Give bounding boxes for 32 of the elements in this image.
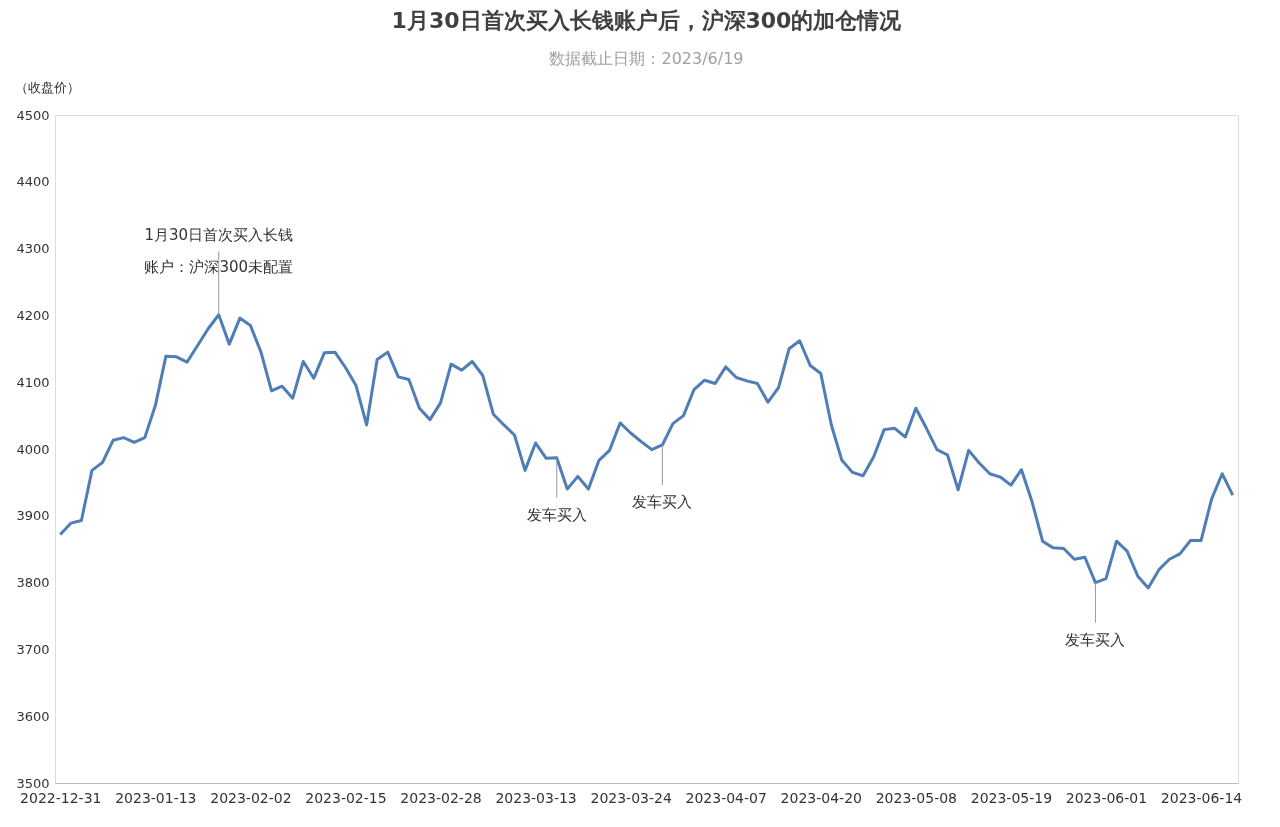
annotation: 发车买入: [1065, 630, 1126, 649]
x-tick-label: 2023-04-07: [685, 789, 767, 806]
x-tick-label: 2023-05-08: [875, 789, 958, 806]
y-tick-label: 3900: [16, 508, 50, 524]
x-tick-label: 2023-04-20: [780, 789, 862, 806]
y-tick-label: 3600: [16, 708, 50, 724]
annotation: 发车买入: [526, 505, 587, 524]
y-tick-label: 4100: [16, 374, 50, 390]
y-axis-title: （收盘价）: [15, 80, 80, 95]
y-tick-label: 3800: [16, 575, 50, 591]
x-tick-label: 2023-06-01: [1065, 789, 1148, 806]
annotation: 发车买入: [632, 493, 693, 512]
x-tick-label: 2023-02-02: [210, 789, 292, 806]
y-tick-label: 3700: [16, 641, 50, 657]
y-tick-label: 4400: [16, 174, 50, 190]
x-tick-label: 2023-06-14: [1160, 789, 1243, 806]
x-tick-label: 2022-12-31: [20, 789, 102, 806]
y-tick-label: 4200: [16, 307, 50, 323]
y-tick-label: 4500: [16, 107, 50, 123]
chart-title: 1月30日首次买入长钱账户后，沪深300的加仓情况: [391, 8, 903, 33]
x-tick-label: 2023-02-15: [305, 789, 387, 806]
x-tick-label: 2023-01-13: [115, 789, 197, 806]
chart-subtitle: 数据截止日期：2023/6/19: [549, 49, 744, 68]
x-tick-label: 2023-03-24: [590, 789, 672, 806]
x-tick-label: 2023-05-19: [970, 789, 1053, 806]
line-series: [58, 313, 1235, 590]
annotation: 1月30日首次买入长钱账户：沪深300未配置: [144, 226, 294, 277]
y-tick-label: 4300: [16, 241, 50, 257]
x-tick-label: 2023-02-28: [400, 789, 482, 806]
y-tick-label: 3500: [16, 775, 50, 791]
x-tick-label: 2023-03-13: [495, 789, 577, 806]
y-tick-label: 4000: [16, 441, 50, 457]
